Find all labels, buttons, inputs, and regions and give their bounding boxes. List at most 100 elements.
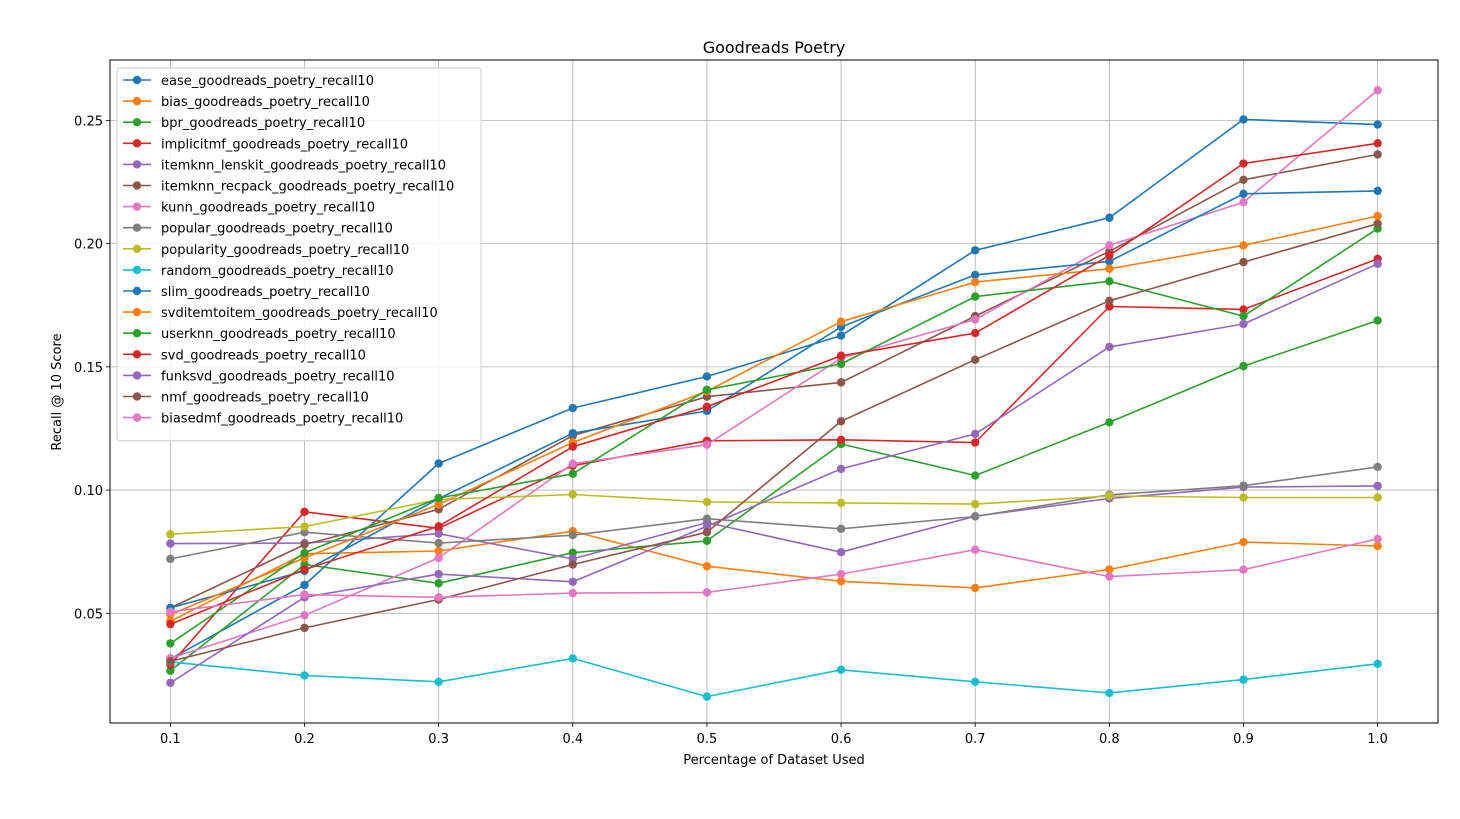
data-point <box>434 677 443 687</box>
data-point <box>1105 418 1114 427</box>
legend-label: svditemtoitem_goodreads_poetry_recall10 <box>161 306 438 321</box>
data-point <box>1373 481 1382 491</box>
data-point <box>434 593 443 602</box>
data-point <box>836 569 846 579</box>
series-line <box>170 657 1378 698</box>
data-point <box>434 538 443 548</box>
data-point <box>568 428 577 438</box>
data-point <box>702 562 712 571</box>
data-point <box>971 429 980 439</box>
data-point <box>1105 565 1114 574</box>
data-point <box>1239 565 1248 574</box>
series-line <box>170 142 1378 625</box>
data-point <box>1373 534 1382 544</box>
x-tick-label: 0.6 <box>831 732 852 747</box>
legend-box <box>116 67 482 442</box>
legend-item: nmf_goodreads_poetry_recall10 <box>123 391 369 406</box>
legend-marker <box>132 413 142 422</box>
data-point <box>568 490 577 499</box>
data-point <box>702 440 712 449</box>
data-point <box>1373 150 1382 159</box>
data-point <box>1373 86 1382 95</box>
data-point <box>1105 251 1114 260</box>
data-point <box>1105 491 1114 501</box>
data-point <box>836 359 846 369</box>
data-point <box>568 577 577 586</box>
series-lines <box>166 86 1382 701</box>
x-tick-label: 1.0 <box>1367 732 1388 747</box>
data-point <box>702 588 712 597</box>
series-biasedmf_goodreads_poetry_recall10 <box>166 534 1382 617</box>
x-tick-label: 0.9 <box>1233 732 1254 747</box>
y-tick-label: 0.20 <box>74 238 103 253</box>
legend-item: popular_goodreads_poetry_recall10 <box>123 222 393 237</box>
data-point <box>1239 361 1248 371</box>
x-tick-label: 0.2 <box>294 732 315 747</box>
data-point <box>568 530 577 540</box>
data-point <box>434 569 443 579</box>
data-point <box>568 442 577 451</box>
legend-item: bpr_goodreads_poetry_recall10 <box>123 116 365 131</box>
x-tick-label: 0.8 <box>1099 732 1120 747</box>
legend-item: svditemtoitem_goodreads_poetry_recall10 <box>123 306 438 321</box>
data-point <box>434 553 443 563</box>
legend-label: implicitmf_goodreads_poetry_recall10 <box>161 137 408 152</box>
data-point <box>568 654 577 663</box>
data-point <box>1105 241 1114 250</box>
data-point <box>1373 462 1382 472</box>
data-point <box>971 545 980 554</box>
data-point <box>1239 115 1248 124</box>
data-point <box>166 657 175 666</box>
data-point <box>702 522 712 531</box>
data-point <box>836 435 846 445</box>
legend-label: random_goodreads_poetry_recall10 <box>161 264 394 279</box>
data-point <box>166 666 175 675</box>
data-point <box>971 499 980 509</box>
y-axis-label: Recall @ 10 Score <box>50 333 65 450</box>
data-point <box>836 378 846 387</box>
data-point <box>702 514 712 523</box>
legend-label: svd_goodreads_poetry_recall10 <box>161 348 366 363</box>
data-point <box>434 500 443 509</box>
legend-item: random_goodreads_poetry_recall10 <box>123 264 394 279</box>
data-point <box>434 459 443 468</box>
series-line <box>170 215 1378 616</box>
data-point <box>300 565 309 574</box>
data-point <box>836 417 846 426</box>
data-point <box>702 692 712 701</box>
legend-label: userknn_goodreads_poetry_recall10 <box>161 327 396 342</box>
data-point <box>1373 259 1382 269</box>
data-point <box>434 529 443 538</box>
legend-marker <box>132 307 142 317</box>
x-axis-label: Percentage of Dataset Used <box>683 753 865 768</box>
x-tick-label: 0.4 <box>562 732 583 747</box>
data-point <box>702 497 712 507</box>
data-point <box>1239 319 1248 329</box>
legend-marker <box>132 244 142 253</box>
plot-frame <box>109 59 1439 724</box>
data-point <box>300 590 309 599</box>
data-point <box>1373 211 1382 221</box>
data-point <box>971 355 980 364</box>
legend-marker <box>132 139 142 148</box>
data-point <box>836 498 846 508</box>
y-tick-label: 0.15 <box>74 361 103 376</box>
data-point <box>1105 257 1114 266</box>
x-tick-label: 0.7 <box>965 732 986 747</box>
data-point <box>1105 572 1114 581</box>
y-tick-label: 0.10 <box>74 484 103 499</box>
x-tick-label: 0.3 <box>428 732 449 747</box>
legend-item: biasedmf_goodreads_poetry_recall10 <box>123 412 403 427</box>
legend: ease_goodreads_poetry_recall10 bias_goodr… <box>116 67 482 442</box>
data-point <box>1239 305 1248 314</box>
legend-item: svd_goodreads_poetry_recall10 <box>123 348 366 363</box>
series-line <box>170 493 1378 535</box>
legend-item: itemknn_recpack_goodreads_poetry_recall1… <box>123 180 454 195</box>
data-point <box>702 385 712 394</box>
data-point <box>1239 537 1248 547</box>
data-point <box>1373 316 1382 325</box>
legend-item: userknn_goodreads_poetry_recall10 <box>123 327 396 342</box>
data-point <box>836 464 846 474</box>
data-point <box>300 548 309 558</box>
data-point <box>971 277 980 287</box>
